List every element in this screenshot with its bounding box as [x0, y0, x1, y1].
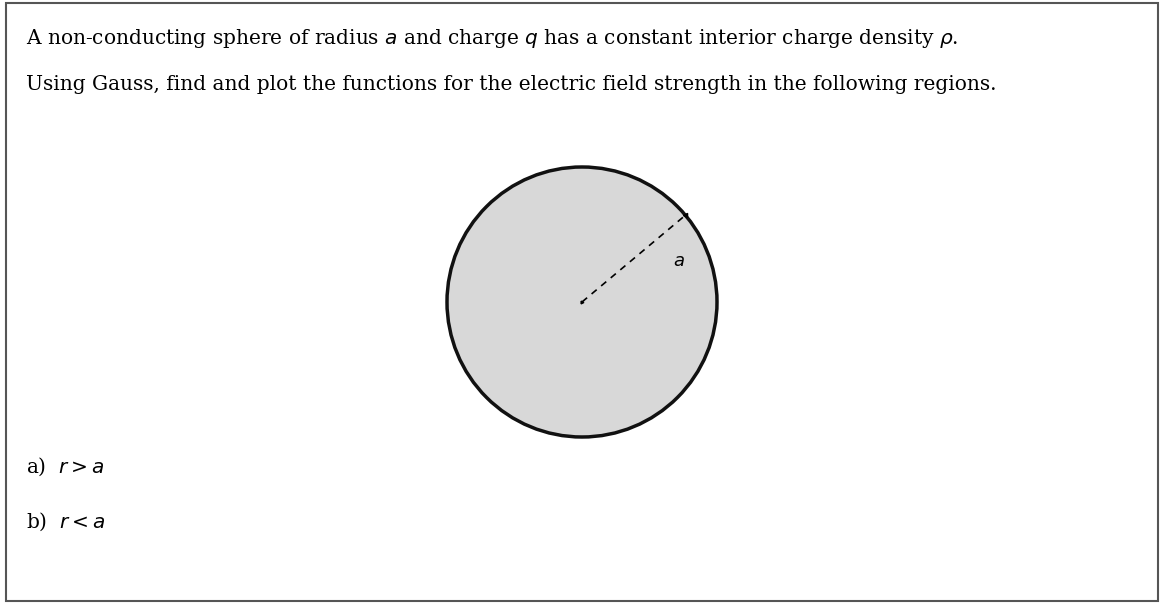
- Text: a)  $r > a$: a) $r > a$: [26, 456, 105, 478]
- Text: Using Gauss, find and plot the functions for the electric field strength in the : Using Gauss, find and plot the functions…: [26, 76, 996, 94]
- Text: $a$: $a$: [673, 252, 684, 269]
- Text: b)  $r < a$: b) $r < a$: [26, 510, 105, 533]
- Ellipse shape: [447, 167, 717, 437]
- Text: A non-conducting sphere of radius $a$ and charge $q$ has a constant interior cha: A non-conducting sphere of radius $a$ an…: [26, 27, 958, 50]
